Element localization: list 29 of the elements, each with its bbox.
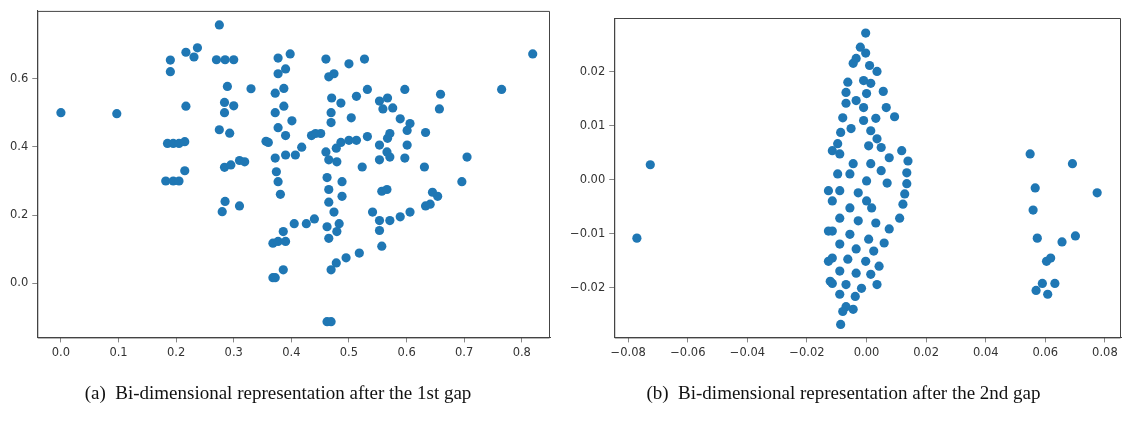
y-tick-label: 0.0 <box>9 275 29 290</box>
y-tick-label: 0.6 <box>9 70 29 85</box>
x-tick-label: 0.8 <box>512 345 531 360</box>
x-tick-label: 0.00 <box>853 345 880 360</box>
text: (b) Bi-dimensional representation after the 2nd gap <box>646 381 1041 404</box>
x-tick-label: 0.0 <box>51 345 71 360</box>
text: (a) Bi-dimensional representation after the 1st gap <box>84 381 472 404</box>
y-tick-label: 0.01 <box>579 117 606 132</box>
x-tick-label: −0.02 <box>789 345 825 360</box>
x-tick-label: −0.08 <box>610 345 646 360</box>
y-tick-label: 0.2 <box>9 207 29 222</box>
x-tick-label: −0.06 <box>670 345 706 360</box>
y-tick-label: −0.01 <box>569 225 606 240</box>
x-tick-label: 0.02 <box>913 345 939 360</box>
y-tick-label: 0.4 <box>9 138 29 153</box>
x-tick-label: 0.04 <box>972 345 999 360</box>
x-tick-label: 0.3 <box>224 345 243 360</box>
x-tick-label: 0.06 <box>1032 345 1059 360</box>
x-tick-label: 0.2 <box>166 345 186 360</box>
x-tick-label: 0.1 <box>109 345 128 360</box>
x-tick-label: −0.04 <box>729 345 766 360</box>
x-tick-label: 0.5 <box>339 345 359 360</box>
x-tick-label: 0.4 <box>282 345 301 360</box>
x-tick-label: 0.08 <box>1092 345 1118 360</box>
y-tick-label: 0.02 <box>579 63 606 78</box>
y-tick-label: −0.02 <box>569 279 606 294</box>
x-tick-label: 0.6 <box>397 345 416 360</box>
y-tick-label: 0.00 <box>579 171 606 186</box>
x-tick-label: 0.7 <box>455 345 474 360</box>
